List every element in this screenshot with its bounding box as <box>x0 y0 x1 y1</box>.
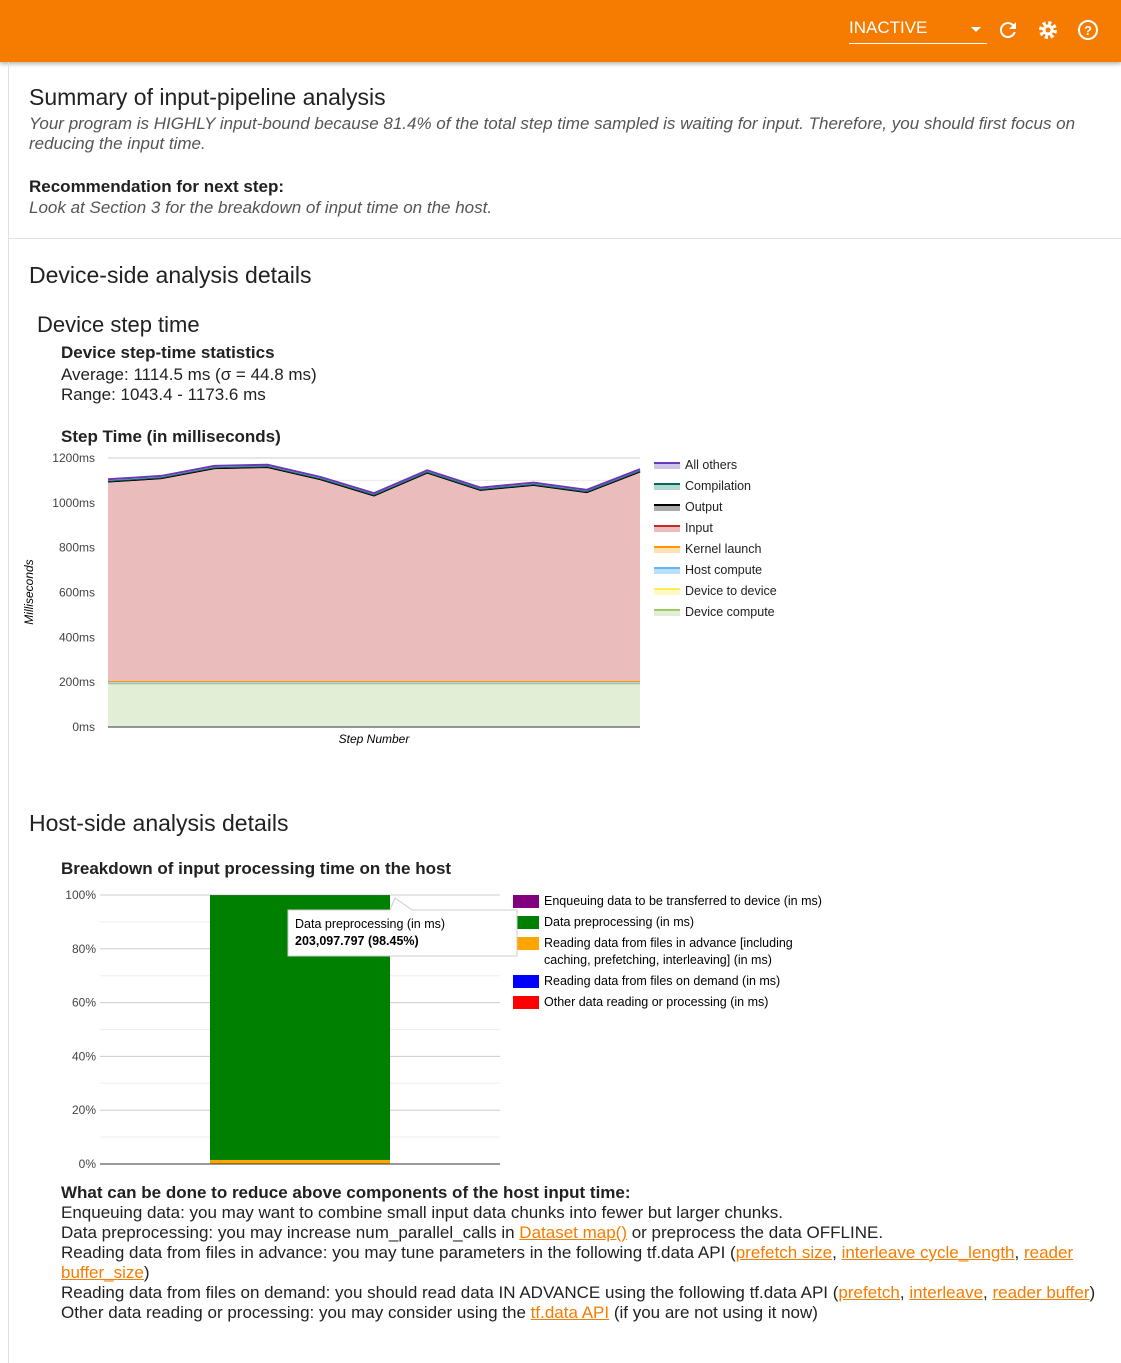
x-axis-label: Step Number <box>339 732 411 746</box>
legend-swatch <box>513 916 539 929</box>
prefetch-link[interactable]: prefetch <box>838 1283 900 1302</box>
advice-preprocess: Data preprocessing: you may increase num… <box>61 1223 1111 1243</box>
y-tick-label: 80% <box>72 942 96 956</box>
area-device-compute <box>108 683 640 727</box>
legend-swatch <box>654 505 680 511</box>
step-chart-title: Step Time (in milliseconds) <box>61 427 281 446</box>
advice-other: Other data reading or processing: you ma… <box>61 1303 1111 1323</box>
text: ) <box>143 1263 150 1282</box>
legend-swatch <box>513 937 539 950</box>
legend-item: Output <box>685 500 723 514</box>
legend-swatch <box>654 463 680 469</box>
y-tick-label: 400ms <box>59 630 95 644</box>
rec-label: Recommendation for next step: <box>29 177 285 196</box>
y-tick-label: 20% <box>72 1103 96 1117</box>
y-tick-label: 0ms <box>72 720 95 734</box>
text: Other data reading or processing: you ma… <box>61 1303 531 1322</box>
text: Reading data from files on demand: you s… <box>61 1283 839 1302</box>
legend-item: Device compute <box>685 605 775 619</box>
y-tick-label: 200ms <box>59 675 95 689</box>
svg-text:?: ? <box>1084 23 1092 38</box>
legend-item: Compilation <box>685 479 751 493</box>
stats-range: Range: 1043.4 - 1173.6 ms <box>61 385 266 404</box>
legend-item: Kernel launch <box>685 542 761 556</box>
y-tick-label: 100% <box>65 888 96 902</box>
summary-text: Your program is HIGHLY input-bound becau… <box>29 114 1076 153</box>
status-value: INACTIVE <box>849 18 928 37</box>
y-tick-label: 40% <box>72 1049 96 1063</box>
summary-title: Summary of input-pipeline analysis <box>29 84 386 110</box>
y-tick-label: 1000ms <box>52 496 95 510</box>
help-icon[interactable]: ? <box>1076 18 1100 42</box>
legend-item: Input <box>685 521 713 535</box>
advice-enqueue: Enqueuing data: you may want to combine … <box>61 1203 783 1222</box>
host-chart-title: Breakdown of input processing time on th… <box>61 859 452 878</box>
chevron-down-icon <box>971 27 981 37</box>
status-select[interactable]: INACTIVE <box>849 18 987 44</box>
tooltip <box>287 897 518 957</box>
device-title: Device-side analysis details <box>29 262 312 288</box>
advice-title: What can be done to reduce above compone… <box>61 1183 631 1202</box>
y-axis-label: Milliseconds <box>22 559 36 624</box>
divider <box>9 238 1121 239</box>
gear-icon[interactable] <box>1036 18 1060 42</box>
text: (if you are not using it now) <box>609 1303 818 1322</box>
text: Data preprocessing: you may increase num… <box>61 1223 520 1242</box>
legend-item: Reading data from files on demand (in ms… <box>544 974 780 988</box>
legend-swatch <box>654 610 680 616</box>
device-subtitle: Device step time <box>37 312 200 337</box>
legend-item: Data preprocessing (in ms) <box>544 915 694 929</box>
y-tick-label: 60% <box>72 996 96 1010</box>
tooltip-label: Data preprocessing (in ms) <box>295 917 445 931</box>
tfdata-api-link[interactable]: tf.data API <box>530 1303 610 1322</box>
interleave-link[interactable]: interleave <box>909 1283 984 1302</box>
legend-swatch <box>513 996 539 1009</box>
legend-item: Device to device <box>685 584 777 598</box>
advice-demand: Reading data from files on demand: you s… <box>61 1283 1096 1302</box>
legend-swatch <box>654 589 680 595</box>
text: Reading data from files in advance: you … <box>61 1243 736 1262</box>
legend-swatch <box>513 975 539 988</box>
advice-advance: Reading data from files in advance: you … <box>61 1243 1074 1282</box>
y-tick-label: 1200ms <box>52 451 95 465</box>
legend-item: Host compute <box>685 563 762 577</box>
page: Summary of input-pipeline analysis Your … <box>8 62 1121 1363</box>
legend-swatch <box>654 526 680 532</box>
stats-title: Device step-time statistics <box>61 343 275 362</box>
legend-item-cont: caching, prefetching, interleaving] (in … <box>544 953 772 967</box>
legend-swatch <box>654 547 680 553</box>
legend-swatch <box>513 895 539 908</box>
rec-text: Look at Section 3 for the breakdown of i… <box>29 198 493 217</box>
legend-item: Enqueuing data to be transferred to devi… <box>544 894 822 908</box>
tooltip-value: 203,097.797 (98.45%) <box>295 934 419 948</box>
host-title: Host-side analysis details <box>29 810 289 836</box>
reader-buffer-size-link[interactable]: reader buffer_size <box>61 1243 1074 1282</box>
y-tick-label: 600ms <box>59 586 95 600</box>
legend-swatch <box>654 568 680 574</box>
legend-item: All others <box>685 458 737 472</box>
area-input <box>108 466 640 682</box>
legend-item: Reading data from files in advance [incl… <box>544 936 793 950</box>
prefetch-size-link[interactable]: prefetch size <box>735 1243 833 1262</box>
y-tick-label: 800ms <box>59 541 95 555</box>
stats-average: Average: 1114.5 ms (σ = 44.8 ms) <box>61 365 317 384</box>
text: or preprocess the data OFFLINE. <box>627 1223 884 1242</box>
legend-item: Other data reading or processing (in ms) <box>544 995 768 1009</box>
y-tick-label: 0% <box>79 1157 97 1171</box>
interleave-cycle-link[interactable]: interleave cycle_length <box>841 1243 1015 1262</box>
text: ) <box>1089 1283 1096 1302</box>
top-bar: INACTIVE ? <box>0 0 1121 62</box>
reader-buffer-link[interactable]: reader buffer <box>992 1283 1090 1302</box>
advice: What can be done to reduce above compone… <box>61 1183 1111 1323</box>
dataset-map-link[interactable]: Dataset map() <box>519 1223 627 1242</box>
line-all-others <box>107 463 641 495</box>
legend-swatch <box>654 484 680 490</box>
bar-segment <box>210 1159 390 1164</box>
